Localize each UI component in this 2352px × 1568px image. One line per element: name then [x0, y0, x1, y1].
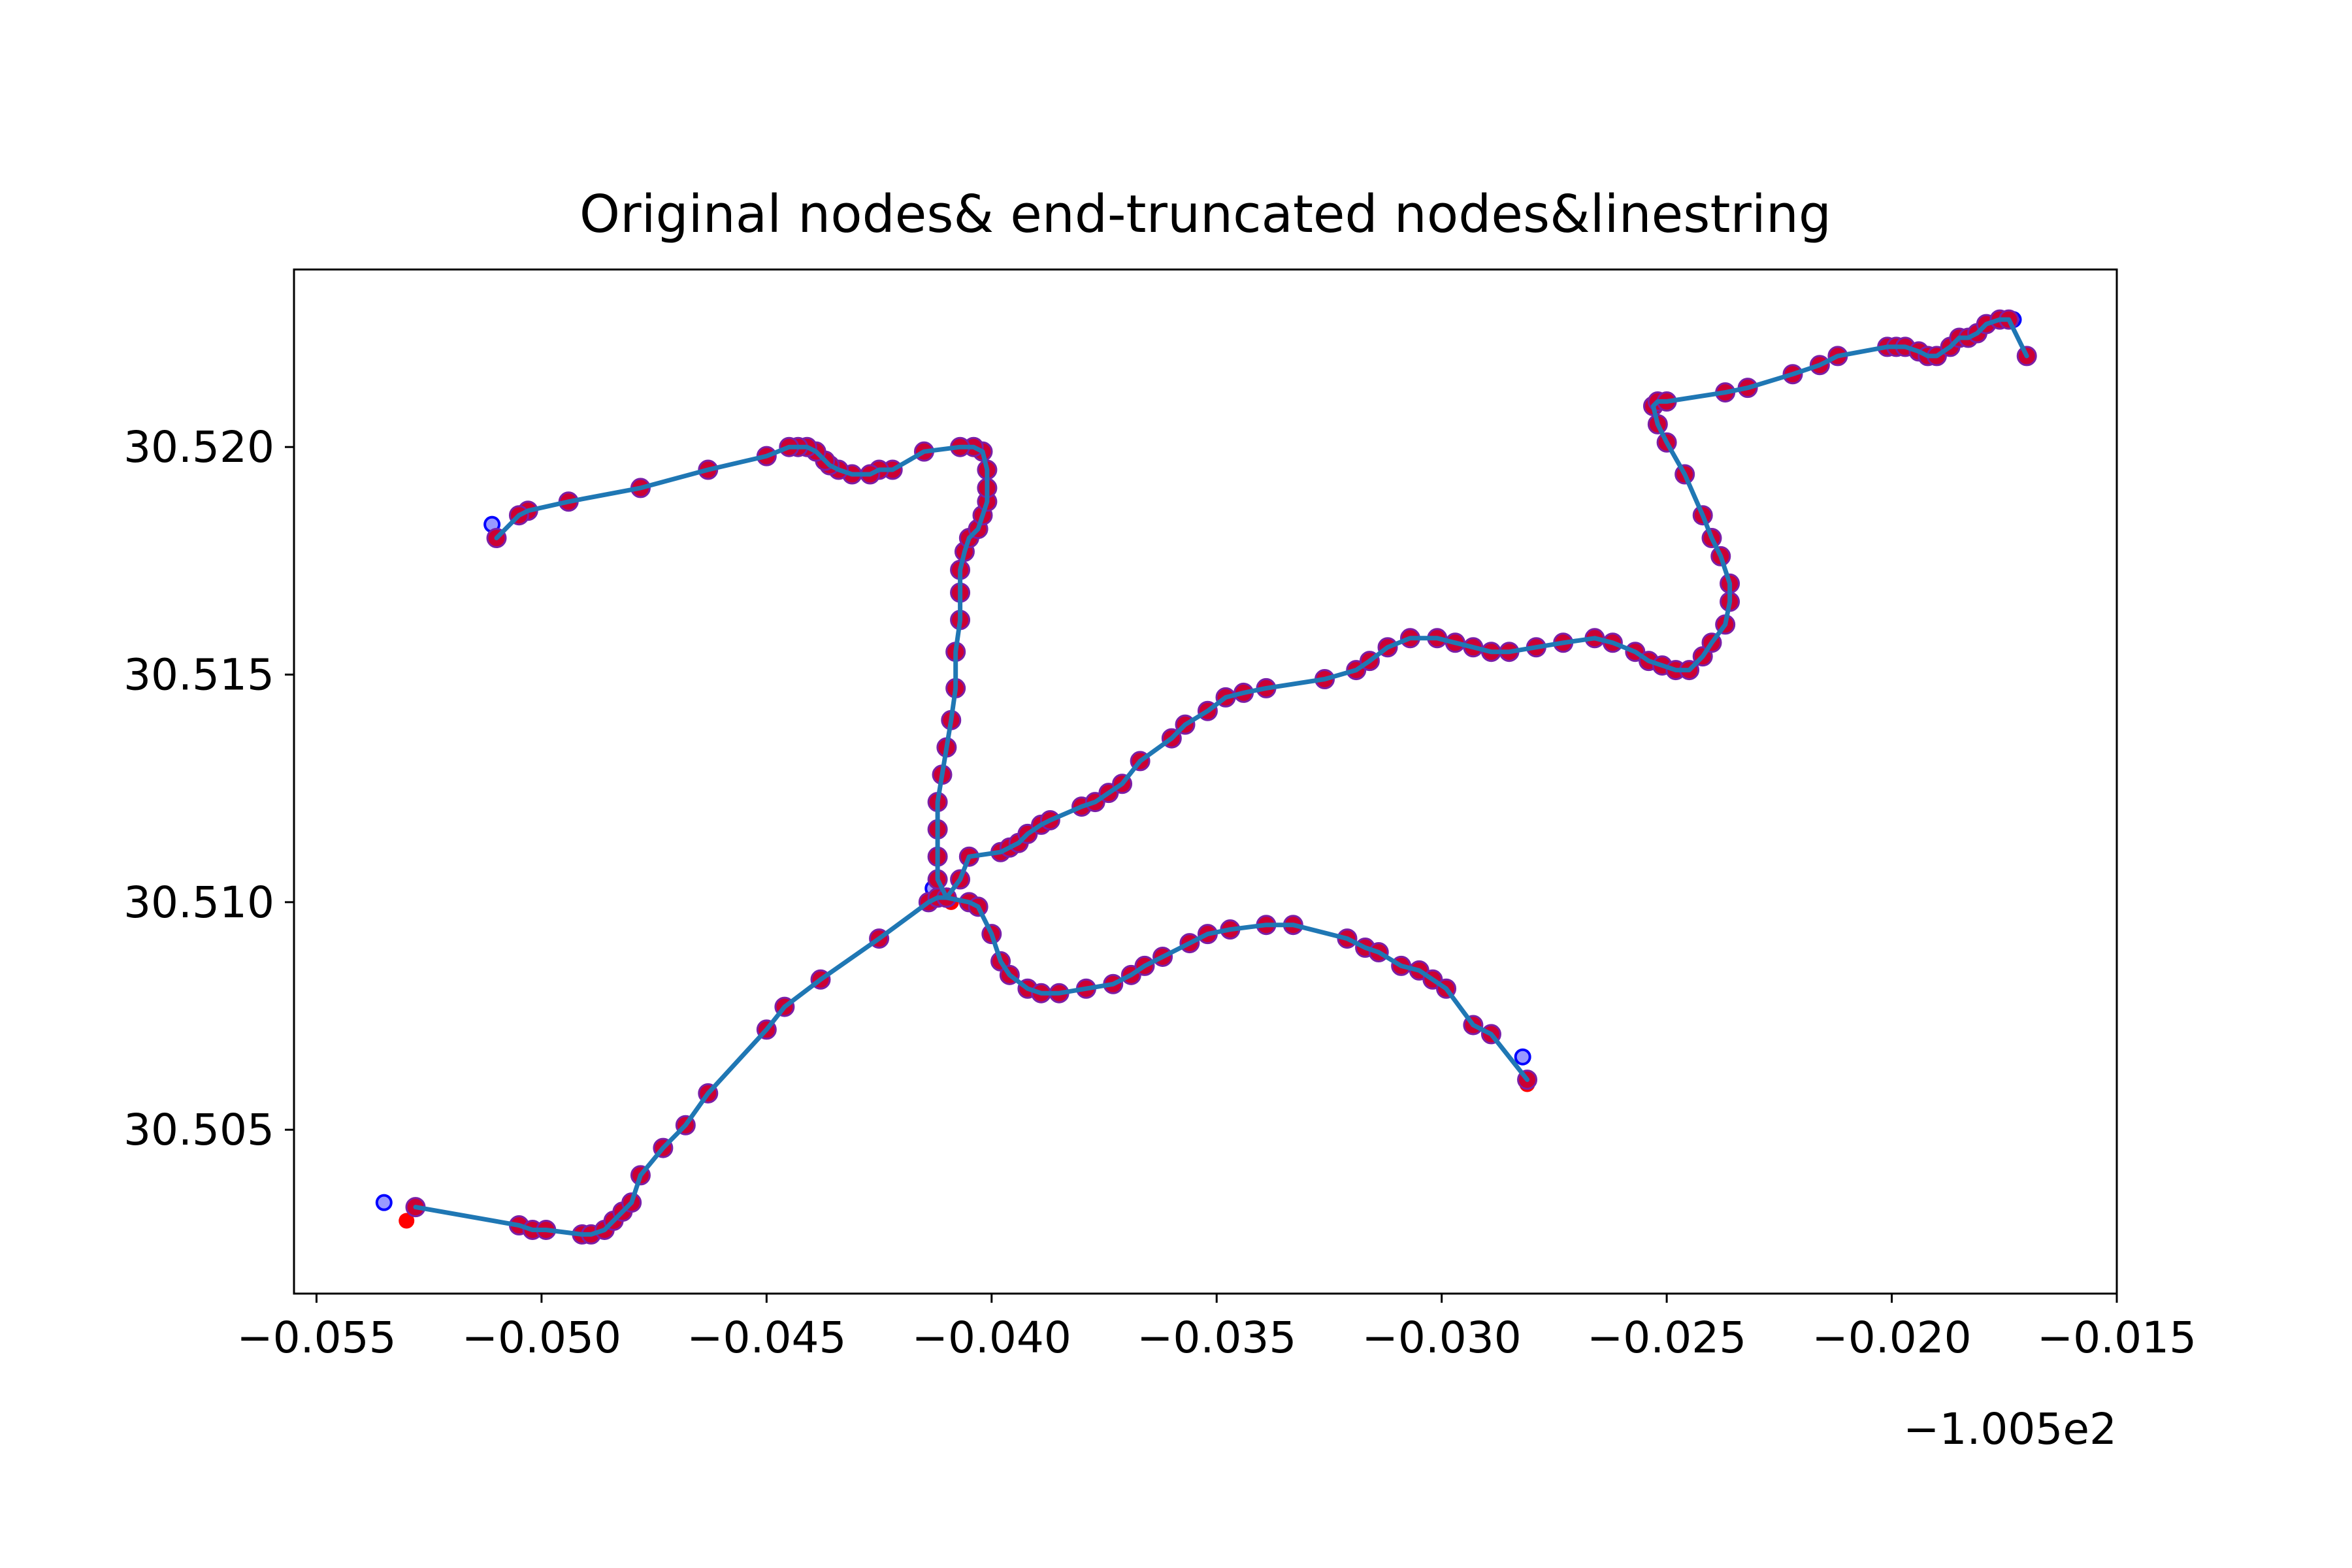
x-tick-label: −0.035: [1137, 1313, 1296, 1363]
x-tick-label: −0.015: [2037, 1313, 2197, 1363]
linestring-1: [413, 895, 949, 1237]
x-tick-label: −0.025: [1587, 1313, 1746, 1363]
linestring-2: [494, 444, 990, 900]
x-tick-label: −0.020: [1812, 1313, 1971, 1363]
y-tick-label: 30.515: [123, 650, 274, 700]
y-tick-label: 30.505: [123, 1105, 274, 1155]
plot-area: [293, 269, 2118, 1295]
linestring-3: [944, 317, 2029, 900]
x-axis-offset-label: −1.005e2: [1903, 1404, 2117, 1454]
x-tick-label: −0.040: [912, 1313, 1071, 1363]
x-tick-label: −0.055: [237, 1313, 396, 1363]
x-axis: −0.055 −0.050 −0.045 −0.040 −0.035 −0.030 −0.0…: [237, 1294, 2197, 1363]
marks-layer: [375, 309, 2037, 1245]
axes-background: [294, 269, 2117, 1294]
chart-title: Original nodes& end-truncated nodes&line…: [580, 184, 1831, 244]
original-endpoint-node: [399, 1213, 415, 1229]
x-tick-label: −0.030: [1362, 1313, 1522, 1363]
x-tick-label: −0.045: [687, 1313, 846, 1363]
y-axis: 30.505 30.510 30.515 30.520: [123, 422, 294, 1155]
truncated-endpoint-node: [375, 1194, 393, 1211]
y-tick-label: 30.520: [123, 422, 274, 472]
axes-frame: [293, 269, 2118, 1295]
y-tick-label: 30.510: [123, 877, 274, 928]
x-tick-label: −0.050: [462, 1313, 621, 1363]
truncated-endpoint-node: [1514, 1048, 1531, 1066]
linestring-4: [944, 895, 1530, 1083]
